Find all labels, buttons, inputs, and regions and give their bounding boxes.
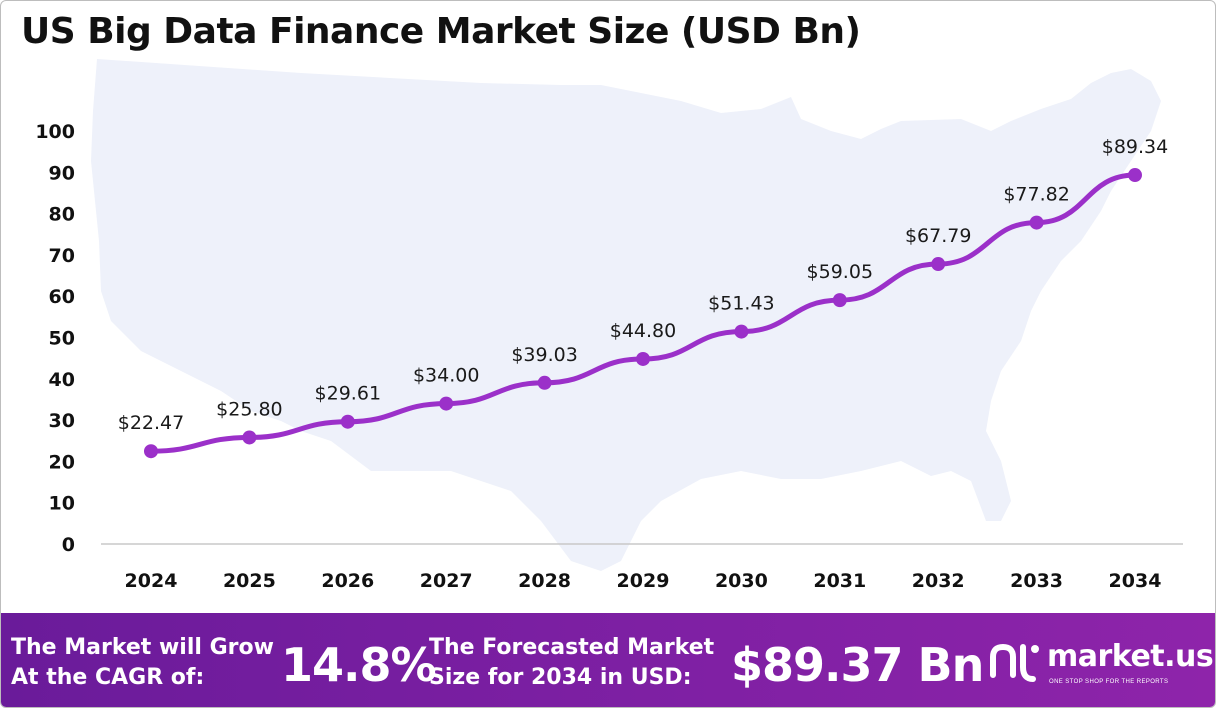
data-label: $44.80 <box>610 320 676 342</box>
data-point-marker <box>1128 168 1142 183</box>
forecast-label-line2: Size for 2034 in USD: <box>429 665 692 690</box>
x-tick-label: 2032 <box>912 570 965 592</box>
cagr-label: The Market will Grow At the CAGR of: <box>11 633 274 693</box>
data-point-marker <box>242 430 257 445</box>
series-line <box>148 172 1138 454</box>
chart-title: US Big Data Finance Market Size (USD Bn) <box>21 11 861 52</box>
data-point-marker <box>832 293 847 308</box>
data-label: $51.43 <box>708 293 774 315</box>
x-axis: 2024 2025 2026 2027 2028 2029 2030 2031 2032 2033… <box>125 570 1162 592</box>
y-tick-label: 100 <box>35 121 75 143</box>
series-markers <box>144 168 1142 459</box>
us-map-background <box>91 59 1161 571</box>
data-label: $25.80 <box>216 398 282 420</box>
data-labels: $22.47 $25.80 $29.61 $34.00 $39.03 $44.80 $51.… <box>118 136 1168 434</box>
data-point-marker <box>340 414 355 429</box>
y-tick-label: 20 <box>49 451 75 473</box>
market-us-logo-icon <box>990 643 1039 682</box>
x-tick-label: 2026 <box>321 570 374 592</box>
y-tick-label: 60 <box>49 286 75 308</box>
y-tick-label: 10 <box>49 493 75 515</box>
y-tick-label: 90 <box>49 162 75 184</box>
forecast-label: The Forecasted Market Size for 2034 in U… <box>429 633 714 693</box>
brand-tagline: ONE STOP SHOP FOR THE REPORTS <box>1049 679 1169 685</box>
data-label: $29.61 <box>315 383 381 405</box>
data-label: $39.03 <box>511 344 577 366</box>
x-tick-label: 2034 <box>1109 570 1162 592</box>
brand-name: market.us <box>1047 639 1214 674</box>
y-axis: 0 10 20 30 40 50 60 70 80 90 100 <box>35 121 75 556</box>
data-label: $59.05 <box>807 261 873 283</box>
x-tick-label: 2031 <box>813 570 866 592</box>
data-label: $77.82 <box>1003 184 1069 206</box>
x-tick-label: 2033 <box>1010 570 1063 592</box>
data-point-marker <box>144 444 158 459</box>
data-label: $22.47 <box>118 412 184 434</box>
data-label: $67.79 <box>905 225 971 247</box>
footer-banner: The Market will Grow At the CAGR of: 14.… <box>1 613 1215 707</box>
data-point-marker <box>734 324 749 339</box>
data-point-marker <box>439 396 454 411</box>
data-point-marker <box>636 351 650 366</box>
x-tick-label: 2024 <box>125 570 178 592</box>
cagr-label-line2: At the CAGR of: <box>11 665 205 690</box>
data-point-marker <box>931 257 946 272</box>
y-tick-label: 80 <box>49 204 75 226</box>
y-tick-label: 70 <box>49 245 75 267</box>
data-label: $34.00 <box>413 365 479 387</box>
data-label: $89.34 <box>1102 136 1168 158</box>
x-tick-label: 2030 <box>715 570 768 592</box>
y-tick-label: 30 <box>49 410 75 432</box>
forecast-label-line1: The Forecasted Market <box>429 635 715 660</box>
y-tick-label: 40 <box>49 369 75 391</box>
x-tick-label: 2029 <box>617 570 670 592</box>
x-tick-label: 2028 <box>518 570 571 592</box>
forecast-value: $89.37 Bn <box>731 638 984 692</box>
x-tick-label: 2027 <box>420 570 473 592</box>
cagr-value: 14.8% <box>281 638 437 692</box>
y-tick-label: 50 <box>49 328 75 350</box>
brand-logo: market.us ONE STOP SHOP FOR THE REPORTS <box>989 637 1214 697</box>
data-point-marker <box>1029 215 1044 230</box>
x-tick-label: 2025 <box>223 570 276 592</box>
data-point-marker <box>537 375 552 390</box>
cagr-label-line1: The Market will Grow <box>11 635 274 660</box>
y-tick-label: 0 <box>62 534 75 556</box>
